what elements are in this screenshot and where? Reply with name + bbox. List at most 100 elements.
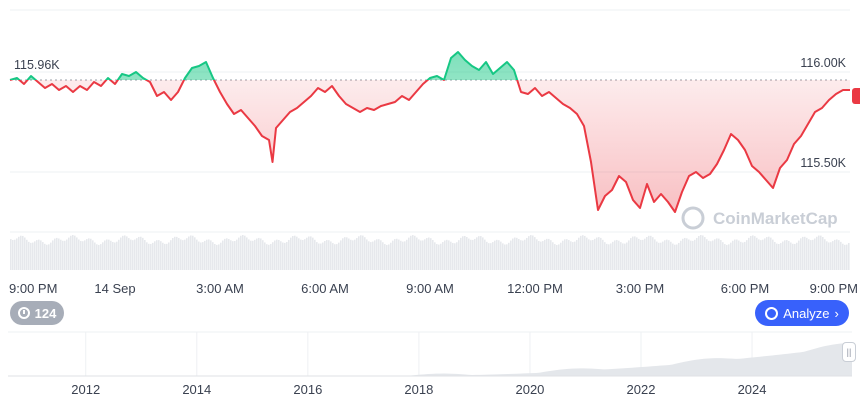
volume-bar	[470, 239, 472, 270]
volume-bar	[120, 237, 122, 270]
volume-bar	[814, 238, 816, 270]
volume-bar	[394, 239, 396, 270]
volume-bar	[480, 236, 482, 270]
volume-bar	[568, 240, 570, 270]
volume-bar	[640, 239, 642, 270]
volume-bar	[706, 239, 708, 270]
volume-bar	[740, 241, 742, 270]
volume-bar	[542, 241, 544, 270]
volume-bar	[816, 236, 818, 270]
volume-bar	[652, 237, 654, 270]
volume-bar	[176, 236, 178, 270]
volume-bar	[228, 239, 230, 270]
volume-bar	[756, 237, 758, 270]
volume-bar	[290, 237, 292, 270]
volume-bar	[482, 237, 484, 270]
volume-bar	[620, 242, 622, 270]
volume-bar	[642, 239, 644, 270]
ytick-label: 116.00K	[800, 56, 846, 70]
volume-bar	[534, 237, 536, 270]
volume-bar	[722, 242, 724, 270]
history-button[interactable]: 124	[10, 301, 64, 325]
volume-bar	[292, 236, 294, 270]
volume-bar	[812, 239, 814, 270]
volume-bar	[460, 237, 462, 270]
volume-bar	[320, 243, 322, 270]
volume-bar	[280, 241, 282, 270]
volume-bar	[158, 240, 160, 270]
volume-bar	[248, 239, 250, 270]
volume-bar	[844, 244, 846, 270]
volume-bar	[140, 236, 142, 270]
volume-bar	[826, 241, 828, 270]
volume-bar	[68, 237, 70, 270]
volume-bar	[770, 237, 772, 270]
volume-bar	[838, 240, 840, 270]
navigator-handle[interactable]: ||	[842, 342, 856, 362]
volume-bar	[230, 240, 232, 270]
volume-bar	[478, 236, 480, 270]
volume-bar	[670, 241, 672, 270]
volume-bar	[76, 237, 78, 270]
volume-bar	[520, 240, 522, 270]
volume-bar	[286, 241, 288, 270]
analyze-button[interactable]: Analyze ›	[755, 300, 849, 326]
volume-bar	[196, 239, 198, 270]
volume-bar	[264, 242, 266, 270]
volume-bar	[616, 239, 618, 270]
volume-bar	[84, 240, 86, 270]
volume-bar	[486, 241, 488, 270]
volume-bar	[338, 242, 340, 270]
volume-bar	[450, 241, 452, 270]
volume-bar	[714, 239, 716, 270]
volume-bar	[678, 242, 680, 270]
volume-bar	[798, 240, 800, 270]
volume-bar	[212, 242, 214, 270]
navigator-year-label: 2012	[71, 382, 100, 397]
volume-bar	[18, 236, 20, 270]
volume-bar	[240, 235, 242, 270]
volume-bar	[668, 240, 670, 270]
volume-bar	[70, 235, 72, 270]
volume-bar	[72, 235, 74, 270]
volume-bar	[456, 242, 458, 270]
volume-bar	[52, 240, 54, 270]
volume-bar	[384, 244, 386, 270]
volume-bar	[12, 239, 14, 270]
xtick-label: 9:00 PM	[810, 281, 858, 296]
volume-bar	[778, 244, 780, 270]
volume-bar	[362, 235, 364, 270]
navigator-panel[interactable]	[8, 331, 852, 377]
volume-bar	[104, 240, 106, 270]
volume-bar	[328, 240, 330, 270]
volume-bar	[830, 242, 832, 270]
volume-bar	[152, 242, 154, 270]
volume-bar	[282, 242, 284, 270]
volume-bar	[502, 243, 504, 270]
volume-bar	[256, 238, 258, 270]
history-icon	[17, 307, 30, 319]
volume-bar	[448, 240, 450, 270]
volume-bar	[410, 235, 412, 270]
volume-bar	[148, 243, 150, 270]
volume-bar	[632, 236, 634, 270]
volume-bar	[744, 241, 746, 270]
volume-bar	[660, 242, 662, 270]
volume-bar	[58, 238, 60, 270]
xtick-label: 14 Sep	[94, 281, 135, 296]
volume-bar	[656, 241, 658, 270]
volume-bar	[62, 240, 64, 270]
volume-bar	[330, 241, 332, 270]
volume-bar	[436, 244, 438, 270]
volume-bar	[624, 243, 626, 270]
volume-bar	[490, 243, 492, 270]
volume-bar	[462, 236, 464, 270]
volume-bar	[268, 244, 270, 270]
navigator-year-label: 2024	[738, 382, 767, 397]
volume-bar	[134, 239, 136, 270]
volume-bar	[600, 237, 602, 270]
volume-bar	[124, 235, 126, 270]
volume-bar	[630, 238, 632, 270]
volume-bar	[558, 244, 560, 270]
